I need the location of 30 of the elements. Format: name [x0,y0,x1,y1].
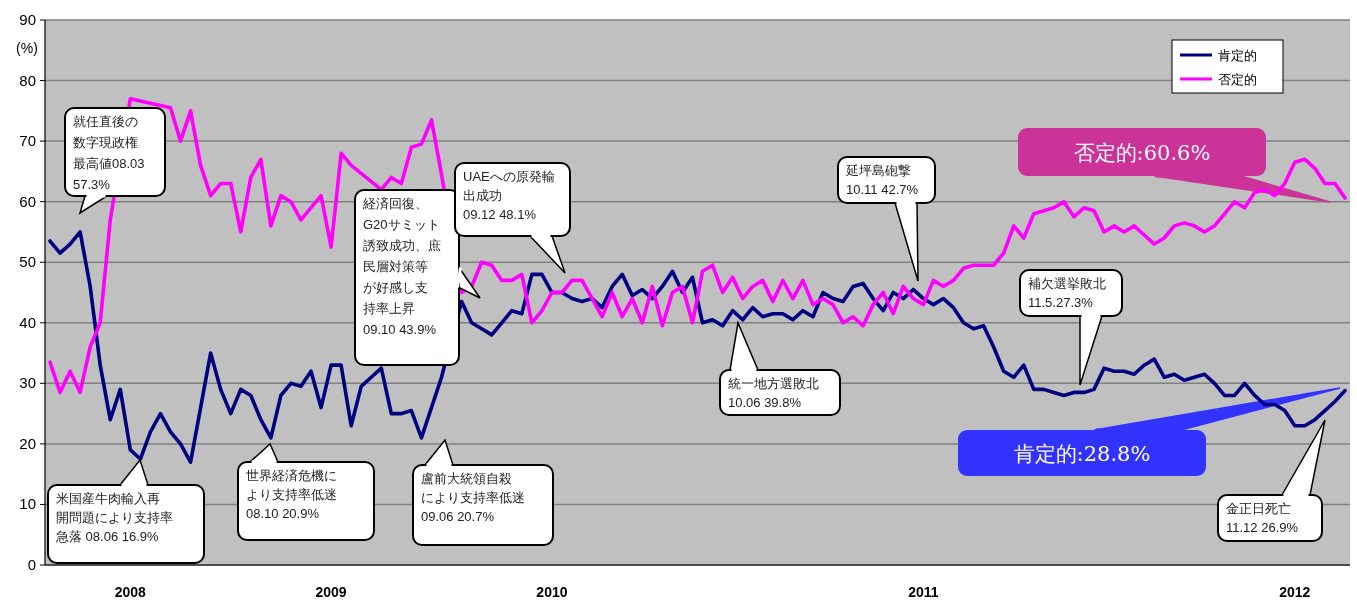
y-tick-label: 90 [19,11,36,28]
annotation: 延坪島砲撃 10.11 42.7% [845,163,919,197]
annotation: 肯定的:28.8% [1013,442,1151,466]
x-tick-label: 2009 [315,584,347,600]
annotation: 世界経済危機により支持率低迷 08.10 20.9% [246,468,337,521]
x-tick-label: 2012 [1279,584,1311,600]
annotation: UAEへの原発輸出成功 09.12 48.1% [463,169,555,222]
annotation: 否定的:60.6% [1073,141,1211,165]
y-tick-label: 40 [19,313,36,331]
annotation: 米国産牛肉輸入再開問題により支持率急落 08.06 16.9% [55,491,173,544]
y-tick-label: 20 [19,434,36,452]
x-tick-label: 2010 [536,584,568,600]
annotation: 金正日死亡 11.12 26.9% [1226,501,1299,535]
annotation: 就任直後の数字現政権最高値08.03 57.3% [73,114,145,192]
x-tick-label: 2008 [114,584,147,600]
annotation: 盧前大統領自殺により支持率低迷 09.06 20.7% [421,471,525,524]
legend-label: 肯定的 [1218,48,1257,63]
x-tick-label: 2011 [908,584,939,600]
legend-label: 否定的 [1218,72,1257,87]
annotation: 経済回復、G20サミット誘致成功、庶民層対策等が好感し支持率上昇 09.10 43.9% [362,196,441,337]
y-tick-label: 0 [27,556,36,573]
y-tick-label: 60 [19,192,36,210]
y-tick-label: 50 [19,253,36,271]
annotation: 統一地方選敗北 10.06 39.8% [728,376,819,410]
y-axis-title: (%) [16,40,38,56]
y-tick-label: 80 [19,71,36,89]
y-tick-label: 70 [19,132,36,150]
y-tick-label: 10 [19,495,36,513]
annotation: 補欠選挙敗北 11.5.27.3% [1028,276,1106,310]
y-tick-label: 30 [19,374,36,392]
